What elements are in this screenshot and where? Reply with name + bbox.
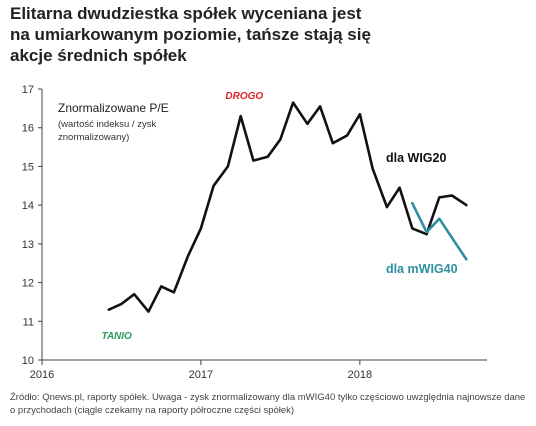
data-point [371, 167, 374, 170]
x-tick-label: 2017 [189, 369, 213, 381]
y-tick-label: 11 [23, 316, 34, 328]
data-point [173, 291, 175, 294]
data-point [451, 194, 453, 197]
data-point [133, 293, 136, 296]
y-tick-label: 17 [22, 84, 34, 96]
data-point [385, 206, 388, 208]
data-point [358, 113, 361, 116]
data-point [187, 254, 190, 257]
data-point [331, 142, 334, 145]
data-point [465, 258, 468, 261]
data-point [147, 310, 150, 313]
data-point [411, 202, 414, 205]
data-point [227, 165, 229, 168]
series-label-mwig40: dla mWIG40 [386, 262, 458, 276]
data-point [120, 302, 123, 305]
x-tick-label: 2016 [30, 369, 54, 381]
annotation-drogo: DROGO [225, 91, 263, 102]
series-line-wig20 [107, 101, 468, 313]
data-point [160, 285, 163, 288]
data-point [292, 101, 295, 104]
pe-chart: 10 11 12 13 14 15 16 17 2016 2017 2018 Znormalizowa… [22, 84, 487, 381]
data-point [438, 196, 441, 199]
x-tick-label: 2018 [348, 369, 372, 381]
y-tick-label: 10 [22, 355, 34, 367]
series-line-mwig40 [410, 201, 468, 261]
y-tick-label: 14 [22, 200, 34, 212]
title-line-1: Elitarna dwudziestka spółek wyceniana je… [10, 4, 362, 23]
chart-area: 10 11 12 13 14 15 16 17 2016 2017 2018 Znormalizowa… [0, 76, 536, 382]
data-point [212, 184, 215, 187]
data-point [425, 231, 428, 234]
data-point [425, 233, 428, 236]
title-line-2: na umiarkowanym poziomie, tańsze stają s… [10, 25, 371, 44]
data-point [465, 204, 468, 207]
data-point [279, 138, 282, 141]
data-point [200, 227, 202, 230]
data-point [438, 217, 441, 220]
y-tick-label: 13 [22, 239, 34, 251]
data-point [252, 159, 255, 162]
y-axis-label: Znormalizowane P/E [58, 101, 169, 115]
title-line-3: akcje średnich spółek [10, 46, 187, 65]
data-point [346, 134, 349, 137]
data-point [411, 227, 414, 230]
series-label-wig20: dla WIG20 [386, 151, 446, 165]
data-point [239, 115, 242, 117]
y-axis-note-line: (wartość indeksu / zysk [58, 119, 156, 130]
y-tick-label: 15 [22, 161, 34, 173]
y-axis-note-line: znormalizowany) [58, 132, 129, 143]
annotation-tanio: TANIO [101, 331, 132, 342]
y-tick-label: 12 [22, 278, 34, 290]
data-point [306, 122, 309, 125]
data-point [398, 186, 401, 189]
data-point [107, 308, 110, 311]
chart-title: Elitarna dwudziestka spółek wyceniana je… [10, 3, 530, 66]
y-tick-label: 16 [22, 123, 34, 135]
data-point [319, 105, 322, 108]
source-note: Źródło: Qnews.pl, raporty spółek. Uwaga … [10, 392, 526, 416]
data-point [266, 155, 269, 158]
